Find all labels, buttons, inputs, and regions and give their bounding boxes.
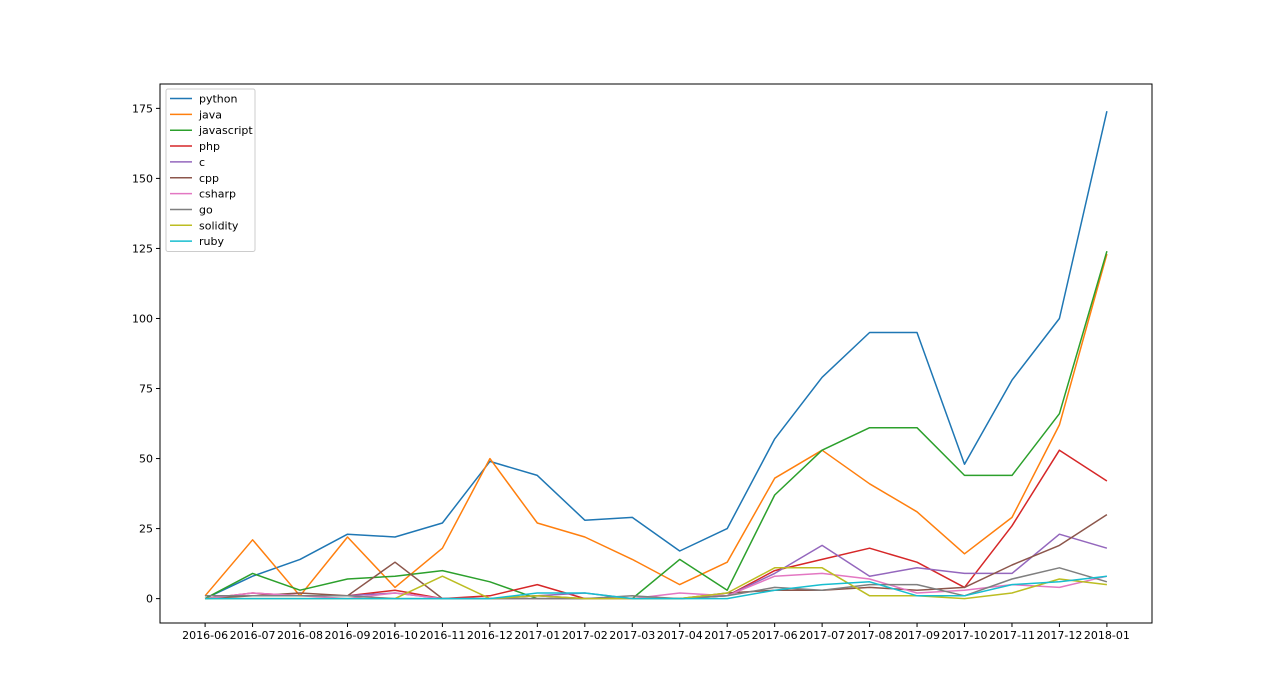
y-tick-label: 25 xyxy=(139,523,153,536)
legend-label-javascript: javascript xyxy=(198,124,253,137)
legend-label-ruby: ruby xyxy=(199,235,224,248)
y-tick-label: 75 xyxy=(139,383,153,396)
legend-label-php: php xyxy=(199,140,220,153)
legend-label-go: go xyxy=(199,203,213,216)
x-tick-label: 2016-08 xyxy=(277,629,323,642)
x-tick-label: 2017-06 xyxy=(752,629,798,642)
series-layer xyxy=(204,111,1108,600)
x-tick-label: 2017-01 xyxy=(514,629,560,642)
y-tick-label: 50 xyxy=(139,453,153,466)
y-tick-label: 125 xyxy=(132,242,153,255)
x-tick-label: 2016-12 xyxy=(467,629,513,642)
x-tick-label: 2018-01 xyxy=(1084,629,1130,642)
y-tick-label: 175 xyxy=(132,102,153,115)
x-tick-label: 2016-09 xyxy=(325,629,371,642)
series-line-java xyxy=(204,253,1108,597)
legend-label-solidity: solidity xyxy=(199,219,239,232)
series-line-csharp xyxy=(205,572,1108,600)
x-tick-label: 2017-08 xyxy=(847,629,893,642)
series-line-ruby xyxy=(205,575,1107,600)
legend-label-cpp: cpp xyxy=(199,172,219,185)
x-tick-label: 2017-11 xyxy=(989,629,1035,642)
legend-label-python: python xyxy=(199,93,238,106)
series-line-javascript xyxy=(204,250,1108,600)
x-tick-label: 2017-09 xyxy=(894,629,940,642)
x-tick-label: 2017-04 xyxy=(657,629,703,642)
x-tick-label: 2017-03 xyxy=(609,629,655,642)
series-line-php xyxy=(205,449,1108,600)
legend-label-java: java xyxy=(198,108,222,121)
y-axis: 0 25 50 75 100 125 150 175 xyxy=(132,102,160,606)
x-tick-label: 2017-05 xyxy=(704,629,750,642)
x-axis: 2016-06 2016-07 2016-08 2016-09 2016-10 2016-… xyxy=(182,623,1130,642)
legend: python java javascript php c cpp csharp go solid… xyxy=(165,88,256,252)
x-tick-label: 2017-07 xyxy=(799,629,845,642)
y-tick-label: 0 xyxy=(146,593,153,606)
legend-label-c: c xyxy=(199,156,205,169)
plot-frame xyxy=(159,83,1153,624)
legend-label-csharp: csharp xyxy=(199,188,236,201)
series-line-cpp xyxy=(205,513,1108,600)
y-tick-label: 150 xyxy=(132,172,153,185)
x-tick-label: 2017-02 xyxy=(562,629,608,642)
x-tick-label: 2017-12 xyxy=(1036,629,1082,642)
x-tick-label: 2016-07 xyxy=(230,629,276,642)
series-line-python xyxy=(204,111,1108,600)
x-tick-label: 2017-10 xyxy=(942,629,988,642)
y-tick-label: 100 xyxy=(132,312,153,325)
series-line-go xyxy=(205,567,1108,600)
x-tick-label: 2016-10 xyxy=(372,629,418,642)
x-tick-label: 2016-11 xyxy=(419,629,465,642)
x-tick-label: 2016-06 xyxy=(182,629,228,642)
